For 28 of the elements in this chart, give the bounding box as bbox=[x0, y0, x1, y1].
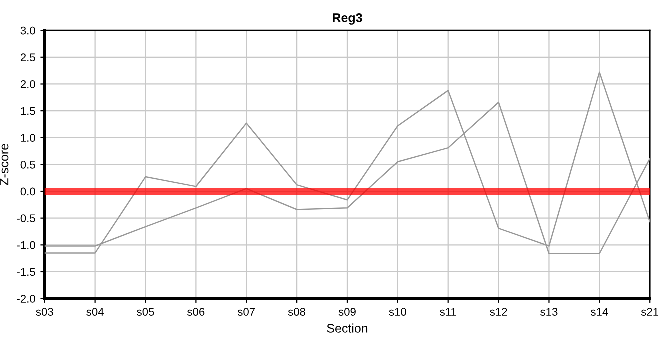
y-tick-label: -0.5 bbox=[17, 214, 36, 222]
y-tick-label: 1.5 bbox=[21, 107, 36, 116]
y-tick-label: 2.5 bbox=[20, 54, 36, 62]
x-tick-label: s05 bbox=[137, 308, 154, 316]
y-axis-title: Z-score bbox=[0, 144, 9, 186]
x-tick-label: s06 bbox=[188, 308, 205, 316]
x-tick-label: s21 bbox=[641, 308, 659, 316]
x-tick-label: s13 bbox=[540, 308, 558, 316]
y-tick-label: -1.5 bbox=[17, 268, 36, 276]
x-tick-label: s07 bbox=[238, 308, 256, 316]
x-tick-label: s04 bbox=[86, 308, 104, 316]
y-tick-label: -1.0 bbox=[17, 241, 36, 250]
chart-title: Reg3 bbox=[333, 14, 362, 25]
x-tick-label: s14 bbox=[591, 308, 608, 316]
line-series bbox=[44, 72, 650, 254]
y-tick-label: -2.0 bbox=[17, 295, 36, 303]
x-tick-label: s10 bbox=[389, 308, 406, 316]
x-axis-title: Section bbox=[327, 324, 368, 333]
x-tick-label: s03 bbox=[36, 308, 54, 316]
y-tick-label: 3.0 bbox=[20, 26, 36, 35]
y-tick-label: 0.0 bbox=[20, 188, 36, 196]
x-tick-label: s08 bbox=[288, 308, 306, 316]
x-tick-label: s09 bbox=[338, 308, 356, 316]
y-tick-label: 2.0 bbox=[20, 80, 36, 88]
y-tick-label: 1.0 bbox=[21, 134, 36, 142]
y-tick-label: 0.5 bbox=[20, 160, 36, 169]
x-tick-label: s11 bbox=[440, 308, 456, 316]
x-tick-label: s12 bbox=[490, 308, 508, 316]
